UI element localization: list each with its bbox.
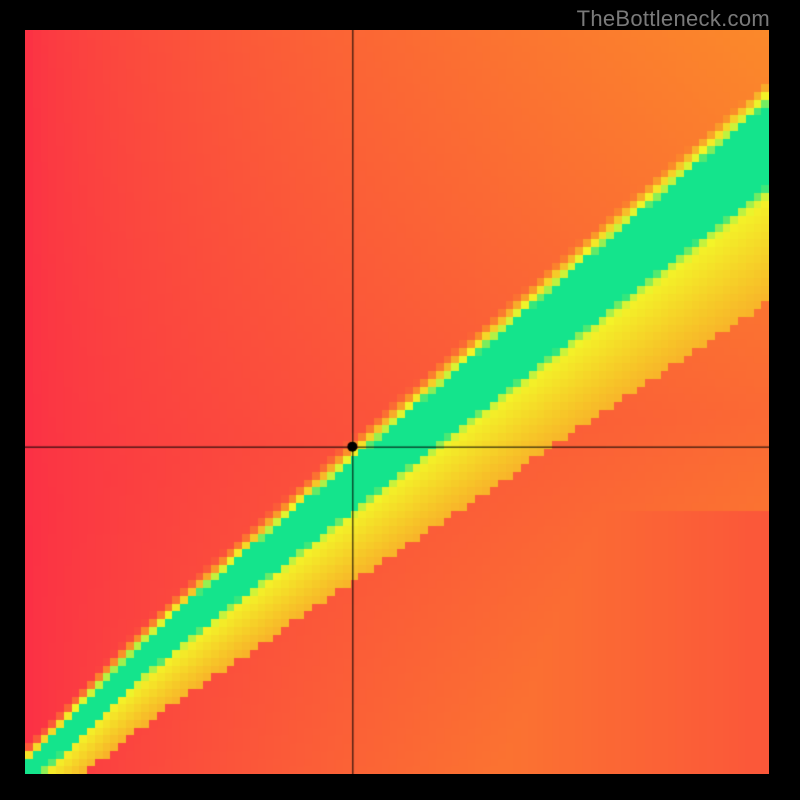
watermark-text: TheBottleneck.com bbox=[577, 6, 770, 32]
plot-area bbox=[25, 30, 769, 774]
chart-container: TheBottleneck.com bbox=[0, 0, 800, 800]
heatmap-canvas bbox=[25, 30, 769, 774]
